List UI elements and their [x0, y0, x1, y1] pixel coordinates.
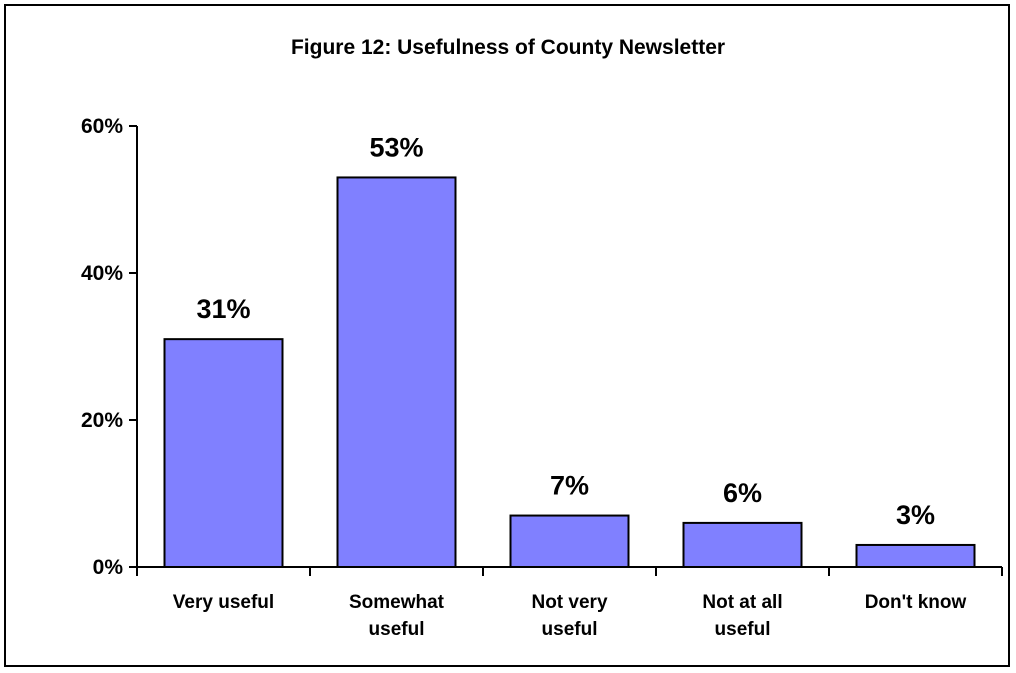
y-tick-label: 0% [93, 556, 124, 579]
bar [855, 543, 976, 569]
y-axis-ticks: 0% 20% 40% 60% [81, 115, 137, 579]
y-tick-label: 20% [81, 409, 123, 432]
value-labels: 31% 53% 7% 6% 3% [196, 132, 935, 530]
bars [163, 176, 976, 569]
category-label: Not very useful [531, 592, 607, 640]
category-label: Somewhat useful [349, 592, 445, 640]
bar-value-label: 6% [723, 478, 762, 508]
bar [163, 338, 284, 568]
bar-value-label: 7% [550, 471, 589, 501]
bar [682, 521, 803, 569]
bar-value-label: 31% [196, 294, 250, 324]
bar [509, 514, 630, 568]
chart-title: Figure 12: Usefulness of County Newslett… [291, 36, 725, 59]
bar-value-label: 53% [369, 132, 423, 162]
category-label: Not at all useful [702, 592, 782, 640]
category-label: Don't know [865, 592, 967, 613]
axes [136, 126, 1002, 568]
bar-value-label: 3% [896, 500, 935, 530]
category-labels: Very useful Somewhat useful Not very useful N… [173, 592, 967, 640]
y-tick-label: 60% [81, 115, 123, 138]
x-axis-ticks [136, 567, 1003, 576]
y-tick-label: 40% [81, 262, 123, 285]
bar [336, 176, 457, 568]
category-label: Very useful [173, 592, 274, 613]
